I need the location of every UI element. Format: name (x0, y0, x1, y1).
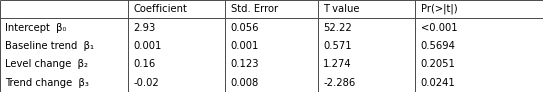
Text: -2.286: -2.286 (323, 78, 355, 88)
Text: Baseline trend  β₁: Baseline trend β₁ (5, 41, 94, 51)
Text: Std. Error: Std. Error (231, 4, 278, 14)
Text: 2.93: 2.93 (133, 23, 155, 33)
Text: Coefficient: Coefficient (133, 4, 187, 14)
Text: Intercept  β₀: Intercept β₀ (5, 23, 67, 33)
Text: 1.274: 1.274 (323, 59, 352, 69)
Text: Pr(>|t|): Pr(>|t|) (421, 4, 457, 14)
Text: 0.123: 0.123 (231, 59, 259, 69)
Text: 0.0241: 0.0241 (421, 78, 456, 88)
Text: Trend change  β₃: Trend change β₃ (5, 78, 89, 88)
Text: T value: T value (323, 4, 359, 14)
Text: 0.571: 0.571 (323, 41, 352, 51)
Text: 52.22: 52.22 (323, 23, 352, 33)
Text: 0.008: 0.008 (231, 78, 259, 88)
Text: 0.001: 0.001 (231, 41, 259, 51)
Text: 0.001: 0.001 (133, 41, 161, 51)
Text: 0.5694: 0.5694 (421, 41, 456, 51)
Text: Level change  β₂: Level change β₂ (5, 59, 89, 69)
Text: <0.001: <0.001 (421, 23, 457, 33)
Text: 0.16: 0.16 (133, 59, 155, 69)
Text: -0.02: -0.02 (133, 78, 159, 88)
Text: 0.2051: 0.2051 (421, 59, 456, 69)
Text: 0.056: 0.056 (231, 23, 259, 33)
